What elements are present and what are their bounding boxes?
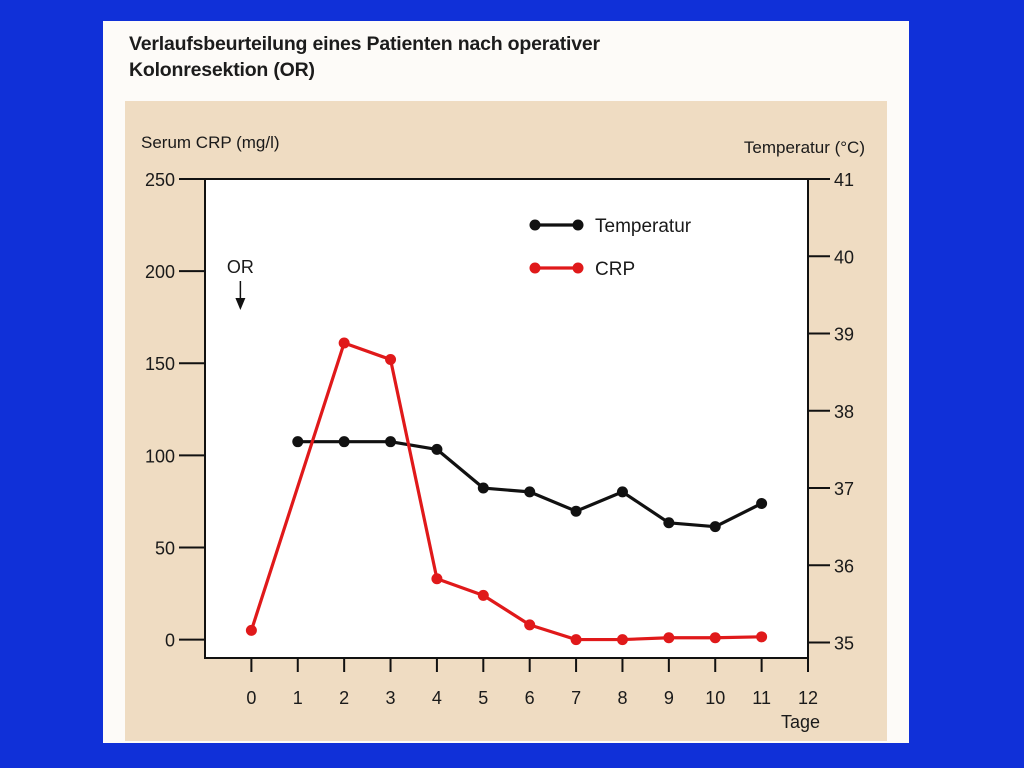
x-tick-label: 0	[246, 688, 256, 708]
data-point-temperatur-10	[709, 521, 721, 533]
chart-title: Verlaufsbeurteilung eines Patienten nach…	[129, 31, 600, 83]
legend-marker-temperatur	[572, 219, 584, 231]
data-point-crp-0	[245, 624, 257, 636]
x-tick-label: 5	[478, 688, 488, 708]
data-point-temperatur-8	[616, 486, 628, 498]
x-tick-label: 11	[752, 688, 771, 708]
y-right-tick-label: 38	[834, 402, 854, 422]
x-tick-label: 6	[525, 688, 535, 708]
y-left-tick-label: 200	[145, 262, 175, 282]
y-right-tick-label: 35	[834, 634, 854, 654]
x-tick-label: 7	[571, 688, 581, 708]
y-right-tick-label: 40	[834, 247, 854, 267]
y-left-tick-label: 150	[145, 354, 175, 374]
data-point-crp-3	[385, 354, 397, 366]
x-tick-label: 12	[798, 688, 818, 708]
x-tick-label: 1	[293, 688, 303, 708]
data-point-crp-7	[570, 634, 582, 646]
y-left-tick-label: 50	[155, 538, 175, 558]
data-point-temperatur-1	[292, 436, 304, 448]
y-axis-left-label: Serum CRP (mg/l)	[141, 133, 280, 152]
y-left-tick-label: 0	[165, 631, 175, 651]
x-axis-label: Tage	[781, 712, 820, 732]
x-tick-label: 4	[432, 688, 442, 708]
data-point-temperatur-7	[570, 505, 582, 517]
legend-marker-temperatur	[529, 219, 541, 231]
data-point-crp-2	[338, 337, 350, 349]
y-right-tick-label: 39	[834, 325, 854, 345]
data-point-crp-4	[431, 573, 443, 585]
annotation-arrow-head	[235, 298, 246, 310]
y-right-tick-label: 36	[834, 556, 854, 576]
legend-label-temperatur: Temperatur	[595, 216, 692, 237]
chart-title-line-2: Kolonresektion (OR)	[129, 59, 315, 81]
data-point-temperatur-9	[663, 517, 675, 529]
y-axis-right-label: Temperatur (°C)	[744, 138, 865, 157]
x-tick-label: 8	[617, 688, 627, 708]
chart-title-line-1: Verlaufsbeurteilung eines Patienten nach…	[129, 33, 600, 55]
annotation-or-label: OR	[227, 257, 254, 277]
data-point-temperatur-6	[524, 486, 536, 498]
plot-area	[204, 178, 809, 659]
data-point-temperatur-2	[338, 436, 350, 448]
y-right-tick-label: 41	[834, 170, 854, 190]
x-tick-label: 3	[386, 688, 396, 708]
data-point-temperatur-4	[431, 443, 443, 455]
y-right-tick-label: 37	[834, 479, 854, 499]
x-tick-label: 9	[664, 688, 674, 708]
data-point-crp-10	[709, 632, 721, 644]
slide: Verlaufsbeurteilung eines Patienten nach…	[103, 21, 909, 743]
chart: Serum CRP (mg/l) Temperatur (°C)050100150…	[141, 133, 865, 732]
data-point-crp-9	[663, 632, 675, 644]
data-point-crp-8	[616, 634, 628, 646]
data-point-temperatur-11	[756, 497, 768, 509]
x-tick-label: 10	[705, 688, 725, 708]
chart-panel: Serum CRP (mg/l) Temperatur (°C) 0 50 100 150…	[125, 101, 887, 741]
y-left-tick-label: 250	[145, 170, 175, 190]
x-tick-label: 2	[339, 688, 349, 708]
legend-marker-crp	[529, 262, 541, 274]
data-point-crp-11	[756, 631, 768, 643]
data-point-temperatur-3	[385, 436, 397, 448]
data-point-crp-6	[524, 619, 536, 631]
legend-label-crp: CRP	[595, 259, 635, 280]
legend-marker-crp	[572, 262, 584, 274]
data-point-crp-5	[477, 589, 489, 601]
data-point-temperatur-5	[477, 482, 489, 494]
y-left-tick-label: 100	[145, 446, 175, 466]
